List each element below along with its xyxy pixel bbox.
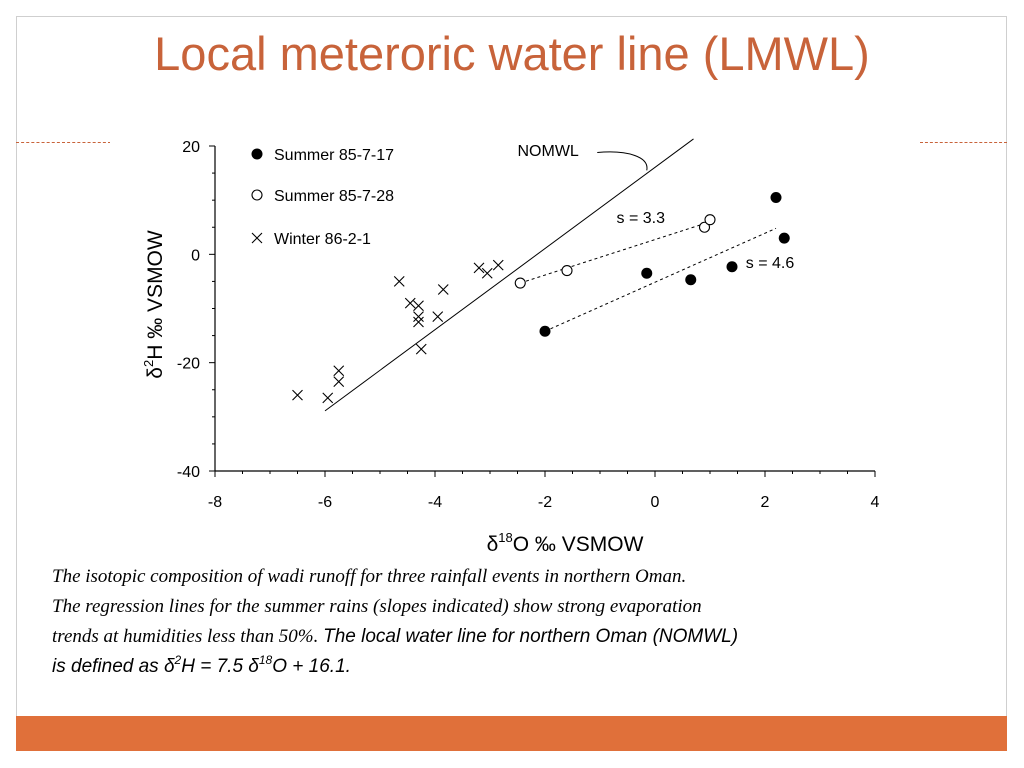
legend-label-1: Summer 85-7-28 [274,188,394,205]
x-tick-label: -6 [318,494,332,511]
footer-bar [16,716,1007,751]
data-point-summer-85-7-17 [685,274,697,286]
eq-delta-1: δ [163,656,175,677]
data-point-winter-86-2-1 [481,267,493,279]
data-point-winter-86-2-1 [473,262,485,274]
line-nomwl [324,138,694,412]
data-point-summer-85-7-28 [704,214,716,226]
data-point-winter-86-2-1 [415,343,427,355]
x-tick-label: -2 [538,494,552,511]
slope-4-6-label: s = 4.6 [746,255,795,272]
figure-caption: The isotopic composition of wadi runoff … [52,562,992,682]
legend-label-0: Summer 85-7-17 [274,147,394,164]
data-point-summer-85-7-17 [641,267,653,279]
data-point-winter-86-2-1 [393,276,405,287]
slope-3-3-label: s = 3.3 [617,210,666,227]
legend-marker-1 [251,189,263,201]
eq-prefix: is defined as [52,656,164,677]
caption-line-3-serif: trends at humidities less than 50%. [52,626,324,647]
eq-delta-2: δ [248,656,259,677]
eq-sup-18: 18 [258,653,273,667]
y-tick-label: 0 [191,247,200,264]
nomwl-label: NOMWL [518,143,579,160]
x-tick-label: 2 [761,494,770,511]
isotope-scatter-chart: -8 -6 -4 -2 0 2 4 -40 -20 0 20 δ18O ‰ VSMOW δ2H ‰ VS… [110,118,920,560]
x-tick-label: 4 [871,494,880,511]
data-point-winter-86-2-1 [322,392,334,404]
title-rule-right [920,142,1007,143]
x-tick-label: 0 [651,494,660,511]
y-tick-label: 20 [182,139,200,156]
caption-line-1: The isotopic composition of wadi runoff … [52,566,687,587]
y-tick-label: -40 [177,464,200,481]
slide-title: Local meteroric water line (LMWL) [154,27,870,80]
data-point-summer-85-7-28 [514,277,526,289]
caption-line-2: The regression lines for the summer rain… [52,596,702,617]
data-point-winter-86-2-1 [292,389,303,401]
title-rule-left [16,142,111,143]
eq-mid: H = 7.5 [181,656,249,677]
caption-line-3-sans: The local water line for northern Oman (… [323,626,739,647]
data-point-summer-85-7-17 [770,191,782,203]
data-point-summer-85-7-17 [539,325,551,337]
eq-end: O + 16.1. [272,656,351,677]
caption-equation: is defined as δ2H = 7.5 δ18O + 16.1. [52,652,992,682]
y-tick-label: -20 [177,356,200,373]
data-point-summer-85-7-28 [698,221,711,233]
y-axis-label: δ2H ‰ VSMOW [141,230,167,379]
nomwl-pointer [597,151,648,171]
legend-marker-2 [251,232,263,244]
x-tick-label: -8 [208,494,222,511]
data-point-winter-86-2-1 [333,365,345,377]
legend-marker-0 [251,148,263,160]
caption-line-3: trends at humidities less than 50%. The … [52,622,992,652]
line-slope-4-6 [544,227,777,332]
data-point-winter-86-2-1 [404,297,416,309]
x-tick-label: -4 [428,494,442,511]
data-point-winter-86-2-1 [333,376,345,388]
legend-label-2: Winter 86-2-1 [274,231,371,248]
line-slope-3-3 [520,221,711,284]
data-point-summer-85-7-28 [561,265,573,277]
data-point-winter-86-2-1 [437,284,449,295]
data-point-summer-85-7-17 [726,261,738,273]
x-axis-label: δ18O ‰ VSMOW [487,530,644,556]
data-point-winter-86-2-1 [432,311,444,323]
data-point-winter-86-2-1 [413,300,424,312]
data-point-winter-86-2-1 [413,316,424,328]
data-point-summer-85-7-17 [778,232,790,244]
eq-sup-2: 2 [174,653,182,667]
data-point-winter-86-2-1 [492,259,504,271]
data-point-winter-86-2-1 [413,311,424,323]
